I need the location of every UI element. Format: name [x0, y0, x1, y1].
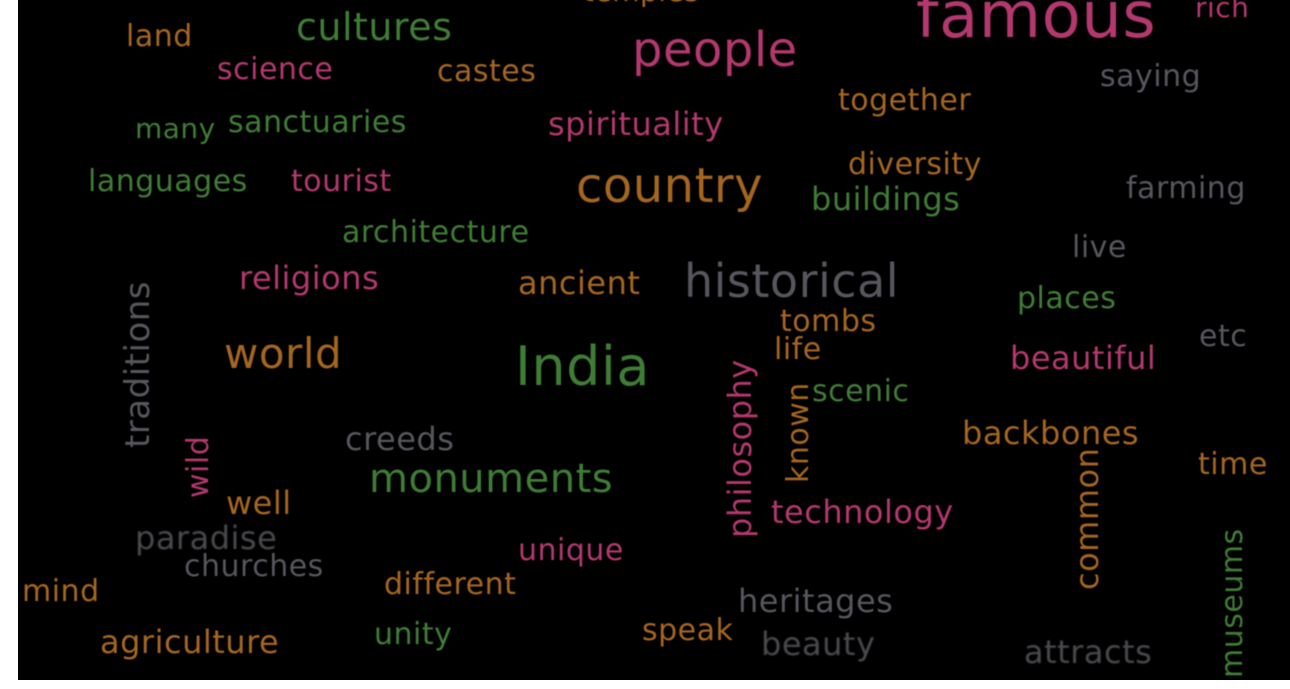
word-temples: temples [583, 0, 699, 6]
word-paradise: paradise [135, 519, 278, 557]
word-churches: churches [184, 549, 324, 584]
word-country: country [576, 158, 764, 214]
word-attracts: attracts [1024, 633, 1153, 671]
word-cultures: cultures [296, 5, 453, 49]
word-wild: wild [181, 435, 216, 498]
word-cloud: temples famous rich land cultures people… [18, 0, 1290, 680]
word-philosophy: philosophy [721, 359, 759, 538]
word-speak: speak [642, 613, 734, 648]
word-time: time [1198, 447, 1268, 482]
word-traditions: traditions [118, 280, 158, 448]
word-saying: saying [1100, 59, 1202, 94]
word-life: life [774, 332, 822, 367]
word-live: live [1072, 230, 1127, 265]
word-india: India [515, 335, 651, 398]
word-sanctuaries: sanctuaries [228, 105, 407, 140]
word-technology: technology [771, 493, 954, 531]
word-diversity: diversity [848, 147, 982, 182]
word-well: well [226, 484, 292, 522]
word-farming: farming [1126, 171, 1246, 206]
word-ancient: ancient [518, 264, 641, 302]
word-buildings: buildings [811, 180, 961, 218]
word-land: land [126, 19, 193, 54]
word-people: people [632, 22, 798, 78]
word-rich: rich [1195, 0, 1250, 24]
word-places: places [1017, 281, 1117, 316]
word-unity: unity [374, 617, 453, 652]
word-religions: religions [239, 259, 380, 297]
word-famous: famous [916, 0, 1157, 53]
word-museums: museums [1215, 528, 1250, 678]
word-agriculture: agriculture [100, 623, 280, 661]
word-spirituality: spirituality [548, 105, 724, 143]
word-tombs: tombs [780, 304, 877, 339]
word-languages: languages [88, 164, 248, 199]
word-many: many [135, 112, 216, 145]
word-science: science [217, 52, 334, 87]
word-world: world [224, 329, 343, 378]
word-mind: mind [22, 574, 100, 609]
word-scenic: scenic [812, 374, 910, 409]
word-creeds: creeds [345, 420, 455, 458]
word-backbones: backbones [962, 414, 1140, 452]
word-historical: historical [684, 254, 900, 308]
word-monuments: monuments [369, 456, 614, 502]
word-together: together [838, 83, 972, 118]
word-common: common [1068, 447, 1106, 590]
word-known: known [781, 382, 816, 483]
word-different: different [384, 567, 517, 602]
word-castes: castes [437, 54, 537, 89]
word-unique: unique [518, 533, 624, 568]
word-etc: etc [1199, 319, 1248, 354]
word-architecture: architecture [342, 215, 530, 250]
word-heritages: heritages [738, 582, 894, 620]
word-tourist: tourist [291, 164, 392, 199]
word-beauty: beauty [761, 625, 876, 663]
word-beautiful: beautiful [1010, 339, 1157, 377]
